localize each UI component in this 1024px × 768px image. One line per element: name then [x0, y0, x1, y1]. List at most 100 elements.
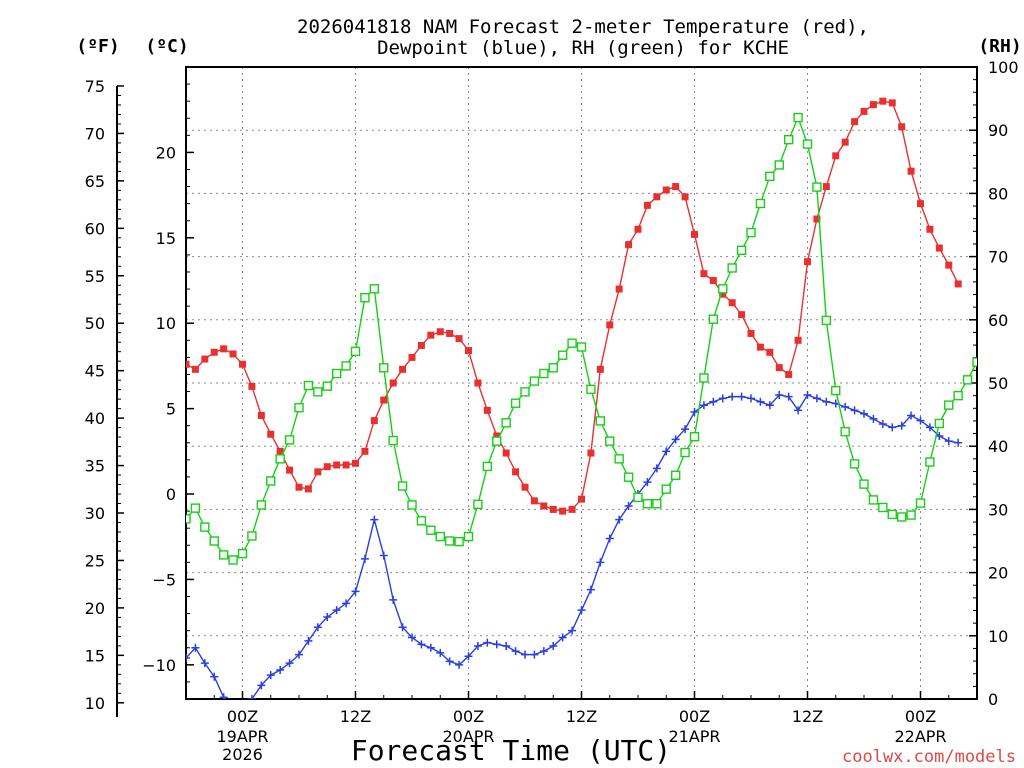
dew-point	[747, 394, 755, 403]
temp-point	[380, 396, 388, 404]
dew-point	[869, 414, 878, 423]
time-tick-label: 00Z	[227, 707, 258, 726]
rh-point	[868, 495, 879, 505]
dew-point	[643, 478, 652, 487]
temp-point	[248, 382, 256, 390]
temp-point	[201, 355, 209, 363]
rh-tick-label: 100	[988, 58, 1019, 77]
rh-point	[962, 375, 973, 385]
time-tick-label: 00Z	[679, 707, 710, 726]
dew-point	[502, 642, 511, 651]
dew-point	[257, 681, 266, 690]
fahrenheit-tick-label: 25	[85, 551, 105, 570]
rh-point	[186, 514, 191, 524]
rh-point	[567, 338, 577, 348]
temp-point	[615, 285, 623, 293]
temp-point	[643, 201, 651, 209]
dew-point	[191, 643, 200, 652]
rh-point	[849, 459, 860, 469]
dew-point	[266, 671, 275, 680]
temp-point	[860, 107, 868, 115]
temp-point	[408, 353, 416, 361]
dew-point	[455, 660, 464, 669]
temp-point	[323, 463, 331, 471]
temp-point	[530, 497, 538, 505]
dew-point	[662, 447, 671, 456]
dew-point	[812, 394, 821, 403]
rh-point	[256, 500, 267, 510]
rh-point	[878, 502, 888, 513]
dew-point	[577, 606, 586, 615]
rh-point	[765, 171, 775, 182]
rh-point	[218, 550, 229, 560]
fahrenheit-tick-label: 45	[85, 362, 105, 381]
rh-point	[416, 516, 427, 526]
rh-point	[313, 387, 323, 397]
temp-point	[728, 299, 736, 307]
dew-point	[436, 648, 445, 657]
rh-point	[407, 500, 417, 510]
dew-point	[313, 623, 322, 632]
temp-point	[766, 348, 774, 356]
temp-point	[794, 336, 802, 344]
temp-point	[625, 241, 633, 249]
dew-point	[492, 640, 501, 649]
dew-point	[850, 406, 859, 415]
temp-point	[483, 406, 491, 414]
temp-point	[540, 502, 548, 510]
rh-point	[303, 380, 314, 391]
temp-point	[851, 118, 859, 126]
temp-point	[220, 345, 228, 353]
rh-point	[209, 536, 219, 546]
rh-point	[360, 292, 370, 303]
fahrenheit-tick-label: 70	[85, 124, 105, 143]
temp-point	[333, 461, 341, 469]
temp-point	[186, 360, 190, 368]
dew-point	[841, 402, 850, 411]
dew-point	[586, 585, 595, 594]
dew-point	[360, 554, 369, 563]
rh-tick-label: 40	[988, 437, 1008, 456]
temp-point	[295, 483, 303, 491]
rh-point	[426, 525, 436, 535]
dew-point	[379, 551, 388, 560]
rh-point	[576, 342, 587, 352]
temp-point	[239, 360, 246, 368]
dew-point	[925, 423, 934, 432]
temp-point	[455, 335, 463, 343]
temp-point	[747, 329, 755, 337]
temp-point	[888, 99, 896, 107]
unit-label-rh: (RH)	[978, 36, 1021, 57]
temp-point	[361, 447, 369, 455]
celsius-tick-label: 20	[156, 143, 176, 162]
rh-tick-label: 70	[988, 248, 1008, 267]
rh-point	[294, 402, 304, 413]
temp-point	[917, 200, 924, 208]
celsius-axis: 20 15 10 5 0 −5 −10	[142, 83, 194, 683]
temp-point	[587, 449, 595, 457]
dew-point	[210, 672, 219, 681]
temp-point	[304, 485, 312, 493]
dew-point	[426, 643, 435, 652]
dew-point	[304, 636, 313, 645]
rh-point	[623, 472, 634, 482]
temp-point	[700, 270, 708, 278]
dew-point	[483, 638, 492, 647]
temp-point	[276, 447, 284, 455]
dew-point	[398, 623, 407, 632]
temp-point	[370, 417, 378, 425]
dew-point	[323, 613, 332, 622]
rh-point	[520, 387, 530, 397]
rh-point	[200, 522, 210, 532]
rh-point	[284, 435, 295, 445]
rh-point	[557, 350, 568, 360]
dew-point	[295, 650, 303, 659]
temp-point	[869, 101, 877, 109]
temp-point	[436, 328, 444, 336]
rh-point	[718, 284, 728, 294]
temp-point	[286, 466, 294, 474]
unit-label-celsius: (ºC)	[145, 36, 188, 57]
dew-point	[539, 647, 548, 656]
